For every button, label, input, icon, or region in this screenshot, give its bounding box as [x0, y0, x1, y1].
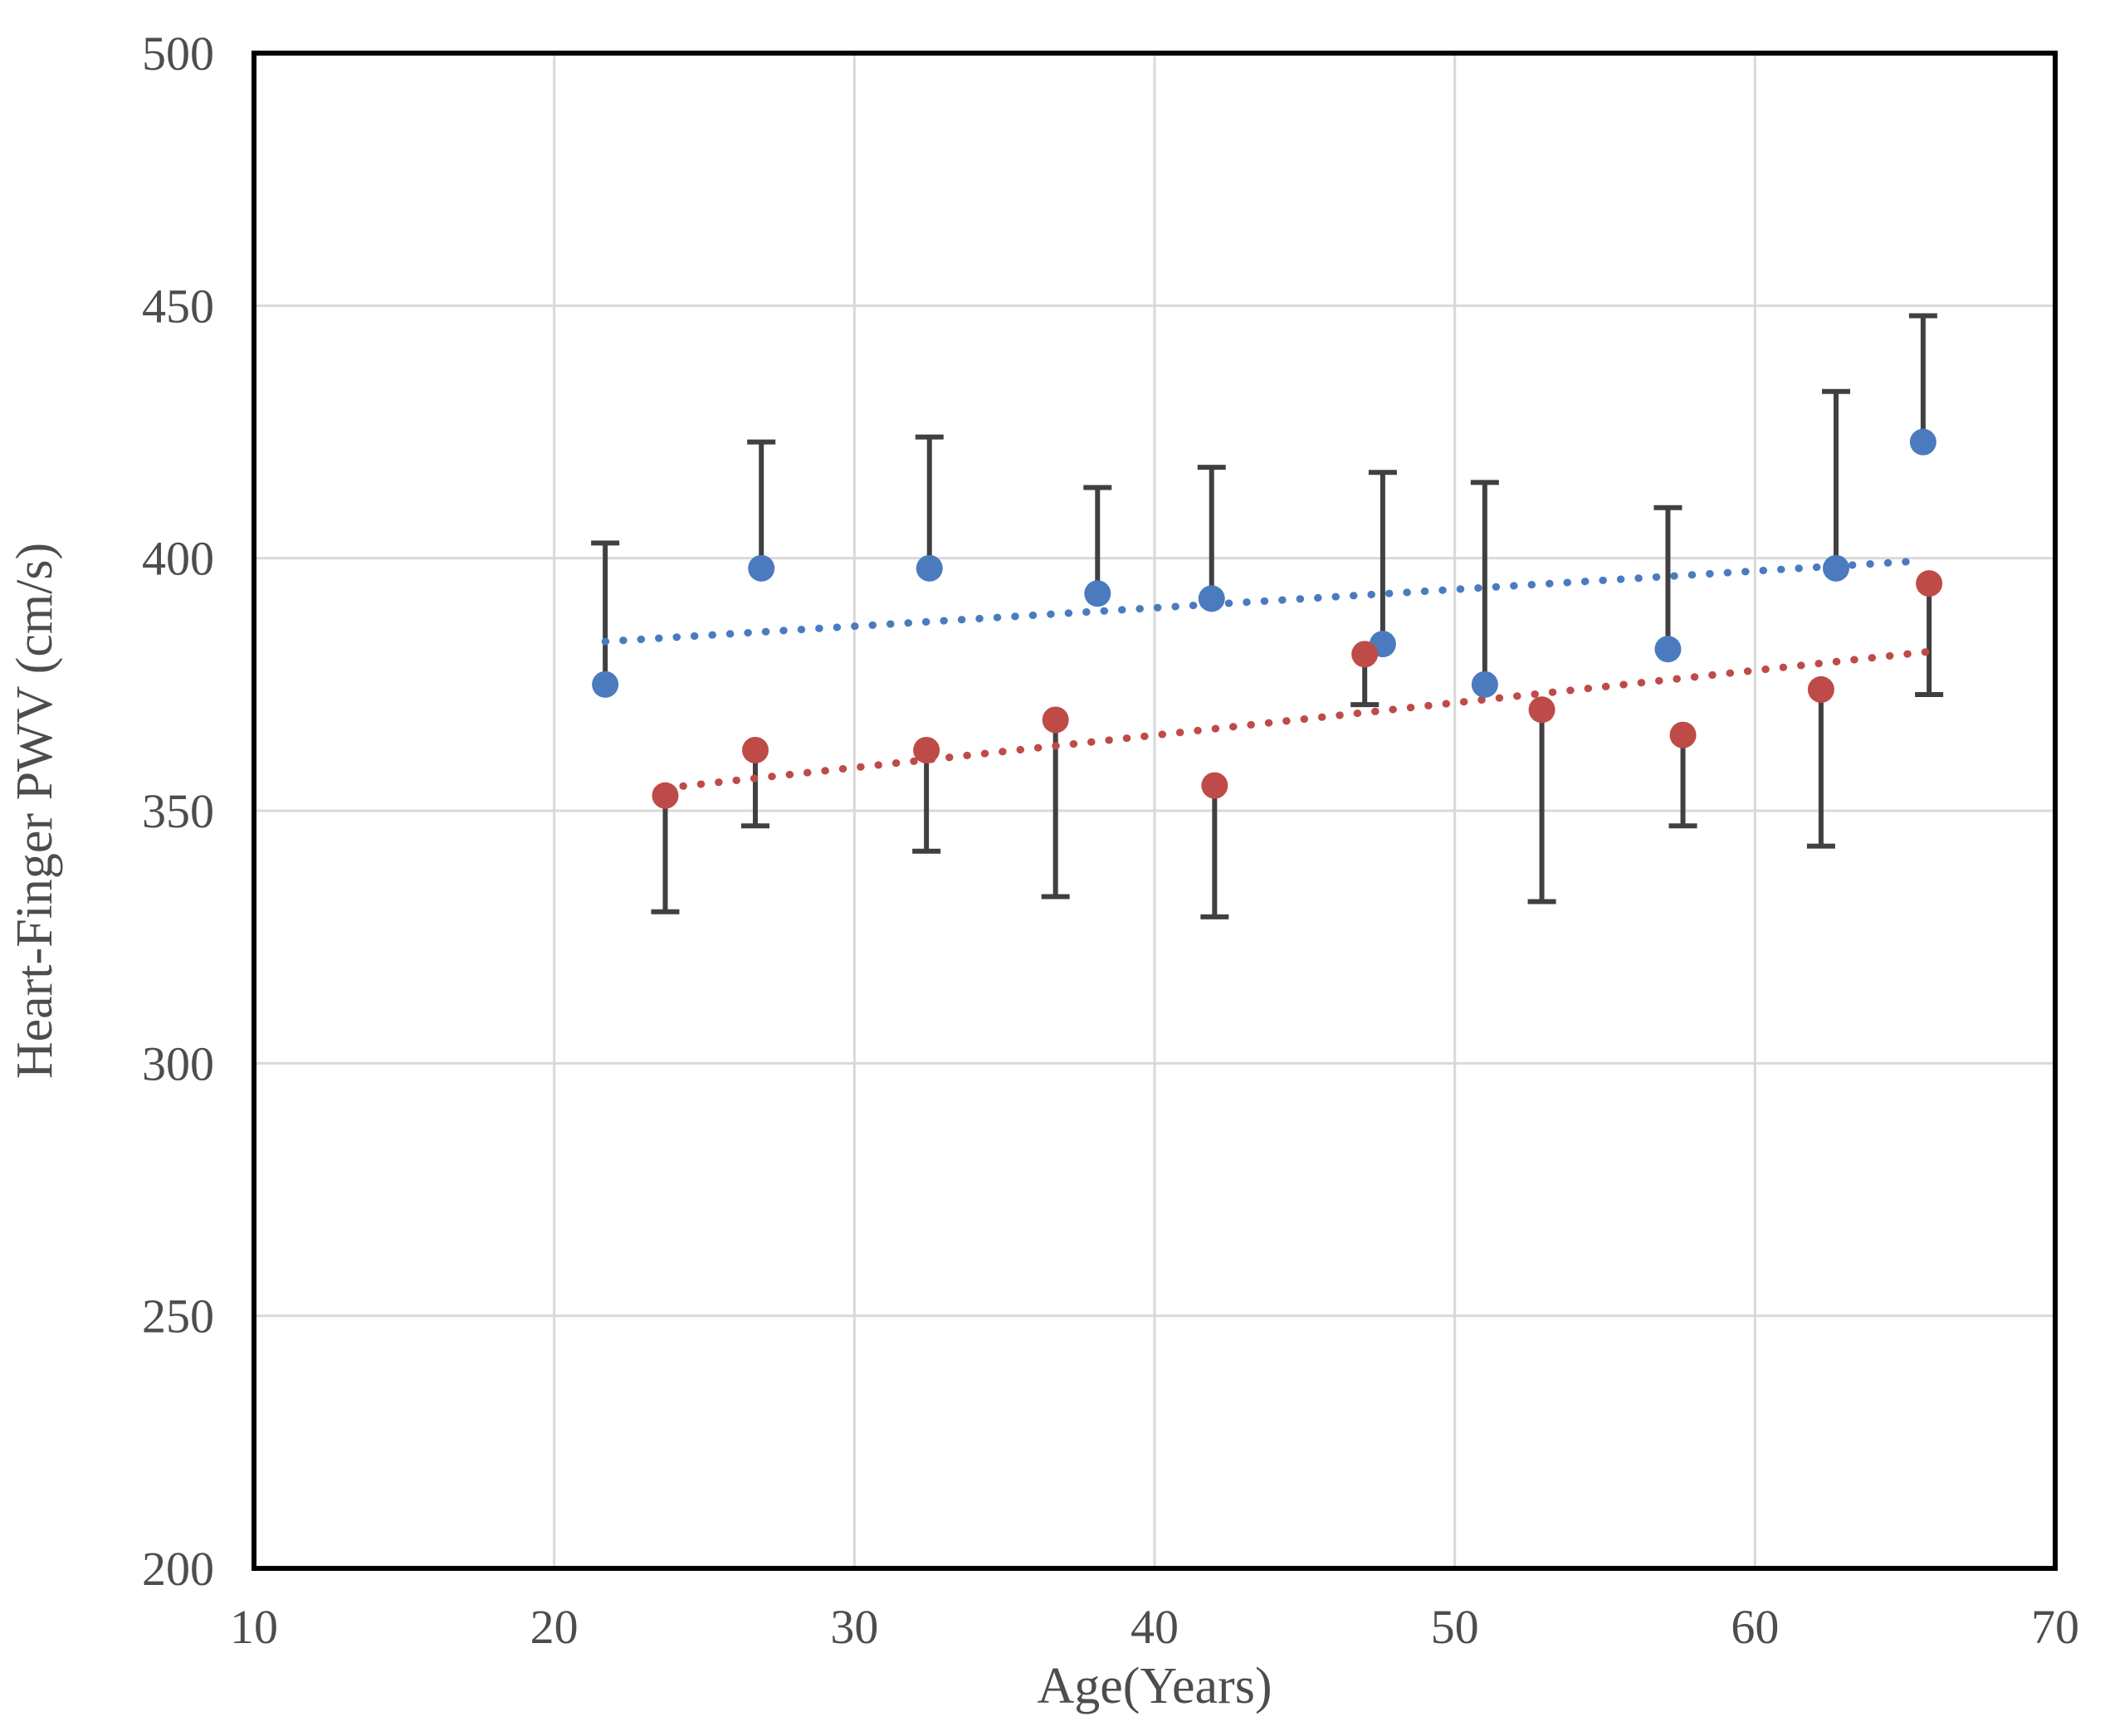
y-axis-tick-label: 450	[142, 279, 214, 333]
red-series-point	[1528, 696, 1556, 724]
trend-lines	[601, 557, 1933, 792]
y-axis-tick-label: 300	[142, 1036, 214, 1090]
y-axis-tick-label: 250	[142, 1290, 214, 1343]
blue-series-point	[1084, 580, 1111, 607]
blue-series-point	[1909, 428, 1937, 456]
red-series-point	[913, 736, 940, 763]
y-axis-tick-label: 500	[142, 27, 214, 80]
x-axis-tick-label: 30	[830, 1600, 878, 1654]
error-bars	[591, 313, 1944, 919]
x-axis-tick-label: 40	[1131, 1600, 1179, 1654]
red-series-point	[652, 782, 679, 809]
red-series-point	[741, 736, 769, 763]
x-axis-tick-label: 10	[230, 1600, 278, 1654]
red-series-point	[1042, 706, 1069, 734]
y-axis-tick-label: 350	[142, 784, 214, 838]
blue-series-point	[1198, 585, 1225, 612]
red-series-point	[1351, 641, 1379, 668]
blue-series-point	[748, 554, 775, 582]
y-axis-tick-label: 200	[142, 1542, 214, 1596]
y-axis-tick-label: 400	[142, 532, 214, 586]
x-axis-tick-label: 50	[1431, 1600, 1479, 1654]
blue-series-point	[916, 554, 943, 582]
x-axis-tick-label: 60	[1731, 1600, 1779, 1654]
x-axis-title: Age(Years)	[1038, 1658, 1272, 1714]
plot-border	[252, 51, 2058, 1571]
red-series-point	[1201, 772, 1228, 799]
blue-series-point	[592, 671, 619, 698]
blue-series-trend-line	[601, 557, 1927, 646]
red-series-trend-line	[661, 647, 1933, 792]
tick-labels: 200 250 300 350 400 450 500 10 20 30 40 50 60 70	[142, 27, 2079, 1654]
blue-series-point	[1471, 671, 1498, 698]
red-series-point	[1669, 721, 1697, 749]
blue-series-point	[1654, 636, 1682, 663]
red-series-point	[1916, 570, 1943, 597]
red-series-point	[1807, 675, 1834, 703]
x-axis-tick-label: 20	[530, 1600, 579, 1654]
blue-series-point	[1822, 554, 1849, 582]
data-points	[592, 428, 1943, 809]
x-axis-tick-label: 70	[2031, 1600, 2079, 1654]
y-axis-title: Heart-Finger PWV (cm/s)	[7, 543, 63, 1079]
